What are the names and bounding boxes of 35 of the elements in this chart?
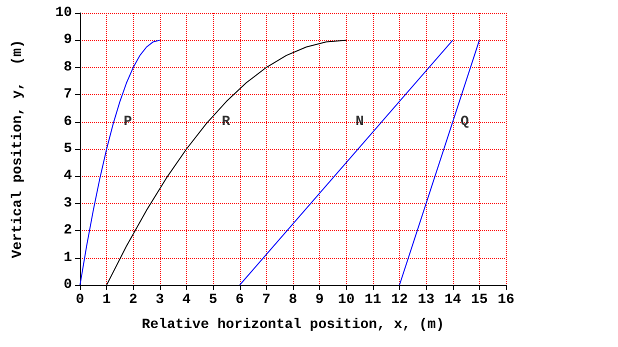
x-tick-label: 13 <box>418 292 435 308</box>
x-tick-label: 8 <box>288 292 298 308</box>
x-tick-label: 4 <box>182 292 191 308</box>
x-tick-label: 9 <box>315 292 324 308</box>
x-tick-label: 15 <box>470 292 488 308</box>
x-tick-label: 0 <box>76 292 84 308</box>
y-tick-label: 9 <box>64 32 72 48</box>
y-tick-label: 5 <box>64 141 72 157</box>
x-tick-label: 14 <box>444 292 462 308</box>
x-tick-label: 1 <box>102 292 111 308</box>
series-label: R <box>222 114 231 130</box>
x-tick-label: 11 <box>364 292 382 308</box>
x-tick-label: 3 <box>156 292 164 308</box>
y-tick-label: 6 <box>64 114 72 130</box>
series-label: N <box>356 114 364 130</box>
y-tick-label: 1 <box>64 250 72 266</box>
x-tick-label: 10 <box>338 292 355 308</box>
y-tick-label: 7 <box>64 86 72 103</box>
y-tick-label: 8 <box>64 59 72 76</box>
y-tick-label: 2 <box>64 222 72 239</box>
x-axis-title: Relative horizontal position, x, (m) <box>142 317 444 333</box>
x-tick-label: 5 <box>208 292 218 308</box>
series-label: Q <box>460 114 469 130</box>
y-tick-label: 10 <box>55 5 72 21</box>
x-tick-label: 16 <box>498 292 514 308</box>
y-tick-label: 4 <box>64 168 72 184</box>
x-tick-label: 12 <box>391 292 408 308</box>
y-tick-label: 0 <box>64 277 72 293</box>
x-tick-label: 7 <box>262 292 271 308</box>
y-tick-label: 3 <box>64 195 72 212</box>
y-axis-title: Vertical position, y, (m) <box>10 40 26 258</box>
x-tick-label: 2 <box>129 292 138 308</box>
line-series <box>80 40 160 286</box>
x-tick-label: 6 <box>236 292 244 308</box>
series-label: P <box>124 114 132 130</box>
